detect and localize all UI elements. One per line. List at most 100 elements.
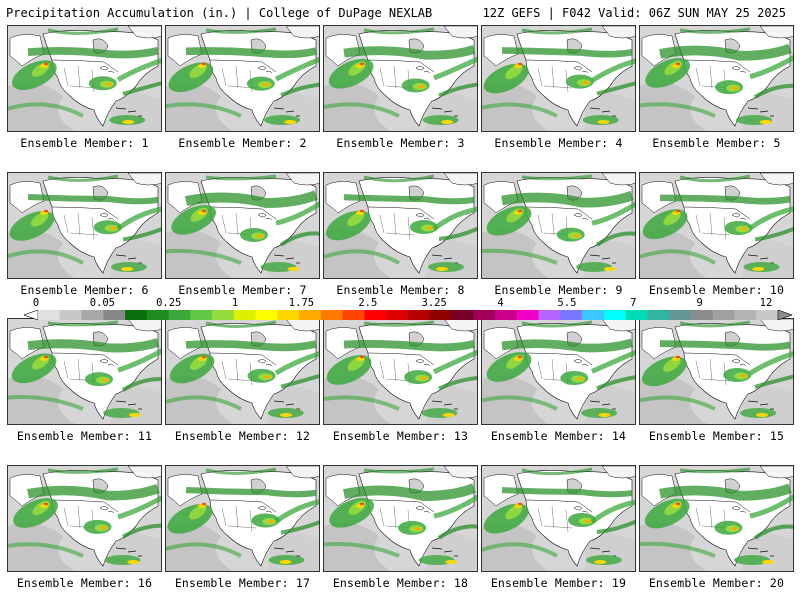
member-label: Ensemble Member: 16 [16, 576, 153, 590]
colorbar-segment [712, 310, 735, 320]
colorbar-segment [386, 310, 409, 320]
precip-map [639, 172, 794, 279]
colorbar-segment [103, 310, 126, 320]
member-label: Ensemble Member: 10 [648, 283, 785, 297]
ensemble-panel: Ensemble Member: 11 [7, 318, 162, 443]
ensemble-panel: Ensemble Member: 13 [323, 318, 478, 443]
colorbar-segment [59, 310, 82, 320]
ensemble-panel: Ensemble Member: 4 [481, 25, 636, 150]
colorbar-segment [625, 310, 648, 320]
member-label: Ensemble Member: 19 [490, 576, 627, 590]
precip-map [165, 318, 320, 425]
precip-map [7, 318, 162, 425]
ensemble-panel: Ensemble Member: 7 [165, 172, 320, 297]
member-label: Ensemble Member: 14 [490, 429, 627, 443]
colorbar-segment [538, 310, 561, 320]
colorbar-segment [364, 310, 387, 320]
colorbar-segment [473, 310, 496, 320]
colorbar-segment [299, 310, 322, 320]
colorbar-tick-label: 3.25 [421, 297, 447, 309]
colorbar-segment [255, 310, 278, 320]
precip-map [165, 25, 320, 132]
colorbar-segment [277, 310, 300, 320]
run-info: 12Z GEFS | F042 Valid: 06Z SUN MAY 25 20… [482, 6, 786, 20]
member-label: Ensemble Member: 2 [178, 136, 307, 150]
precip-map [481, 25, 636, 132]
member-label: Ensemble Member: 20 [648, 576, 785, 590]
precip-map [481, 318, 636, 425]
colorbar-segment [669, 310, 692, 320]
colorbar-segment [233, 310, 256, 320]
colorbar-segment [212, 310, 235, 320]
member-label: Ensemble Member: 7 [178, 283, 307, 297]
colorbar-segment [690, 310, 714, 320]
colorbar-max-arrow [777, 310, 792, 320]
colorbar-segment [734, 310, 757, 320]
colorbar-segment [582, 310, 605, 320]
precip-map [481, 172, 636, 279]
ensemble-panel: Ensemble Member: 19 [481, 465, 636, 590]
member-label: Ensemble Member: 6 [20, 283, 149, 297]
member-label: Ensemble Member: 11 [16, 429, 153, 443]
ensemble-panel: Ensemble Member: 20 [639, 465, 794, 590]
colorbar-segment [647, 310, 670, 320]
colorbar-segment [603, 310, 626, 320]
member-label: Ensemble Member: 9 [494, 283, 623, 297]
colorbar-segment [756, 310, 779, 320]
member-label: Ensemble Member: 12 [174, 429, 311, 443]
colorbar-segment [495, 310, 518, 320]
colorbar-tick-label: 0 [32, 297, 40, 309]
colorbar-segment [320, 310, 344, 320]
member-label: Ensemble Member: 5 [652, 136, 781, 150]
colorbar-segment [190, 310, 213, 320]
member-label: Ensemble Member: 17 [174, 576, 311, 590]
colorbar-segment [560, 310, 583, 320]
colorbar-segment [429, 310, 452, 320]
colorbar-labels: 0 0.05 0.25 1 1.75 2.5 3.25 4 5.5 7 9 12 [30, 297, 786, 310]
colorbar-tick-label: 7 [630, 297, 637, 309]
member-label: Ensemble Member: 13 [332, 429, 469, 443]
colorbar-tick-label: 9 [696, 297, 703, 309]
ensemble-panel: Ensemble Member: 8 [323, 172, 478, 297]
member-label: Ensemble Member: 4 [494, 136, 623, 150]
colorbar-segment [516, 310, 539, 320]
precip-map [7, 172, 162, 279]
colorbar-segment [125, 310, 148, 320]
colorbar-tick-label: 1 [231, 297, 239, 309]
precip-map [323, 25, 478, 132]
ensemble-panel: Ensemble Member: 18 [323, 465, 478, 590]
ensemble-panel: Ensemble Member: 10 [639, 172, 794, 297]
member-label: Ensemble Member: 18 [332, 576, 469, 590]
precip-map [639, 465, 794, 572]
colorbar-segment [146, 310, 169, 320]
ensemble-panel: Ensemble Member: 5 [639, 25, 794, 150]
ensemble-panel: Ensemble Member: 14 [481, 318, 636, 443]
colorbar-min-arrow [24, 310, 39, 320]
colorbar-segment [38, 310, 61, 320]
precip-map [165, 465, 320, 572]
member-label: Ensemble Member: 8 [336, 283, 465, 297]
colorbar-segment [451, 310, 474, 320]
colorbar-tick-label: 5.5 [557, 297, 577, 309]
precip-map [639, 318, 794, 425]
colorbar-segment [342, 310, 365, 320]
ensemble-panel: Ensemble Member: 12 [165, 318, 320, 443]
precip-map [639, 25, 794, 132]
precip-map [7, 25, 162, 132]
colorbar-tick-label: 12 [759, 297, 773, 309]
precip-map [481, 465, 636, 572]
colorbar: 0 0.05 0.25 1 1.75 2.5 3.25 4 5.5 7 9 12 [24, 297, 792, 322]
ensemble-panel: Ensemble Member: 15 [639, 318, 794, 443]
member-label: Ensemble Member: 1 [20, 136, 149, 150]
colorbar-segment [168, 310, 191, 320]
precip-map [323, 465, 478, 572]
colorbar-scale [24, 310, 792, 320]
colorbar-tick-label: 0.05 [89, 297, 116, 309]
colorbar-tick-label: 4 [497, 297, 504, 309]
colorbar-segment [408, 310, 431, 320]
ensemble-panel: Ensemble Member: 6 [7, 172, 162, 297]
precip-map [323, 318, 478, 425]
precip-map [165, 172, 320, 279]
colorbar-tick-label: 2.5 [358, 297, 378, 309]
colorbar-tick-label: 0.25 [156, 297, 182, 309]
